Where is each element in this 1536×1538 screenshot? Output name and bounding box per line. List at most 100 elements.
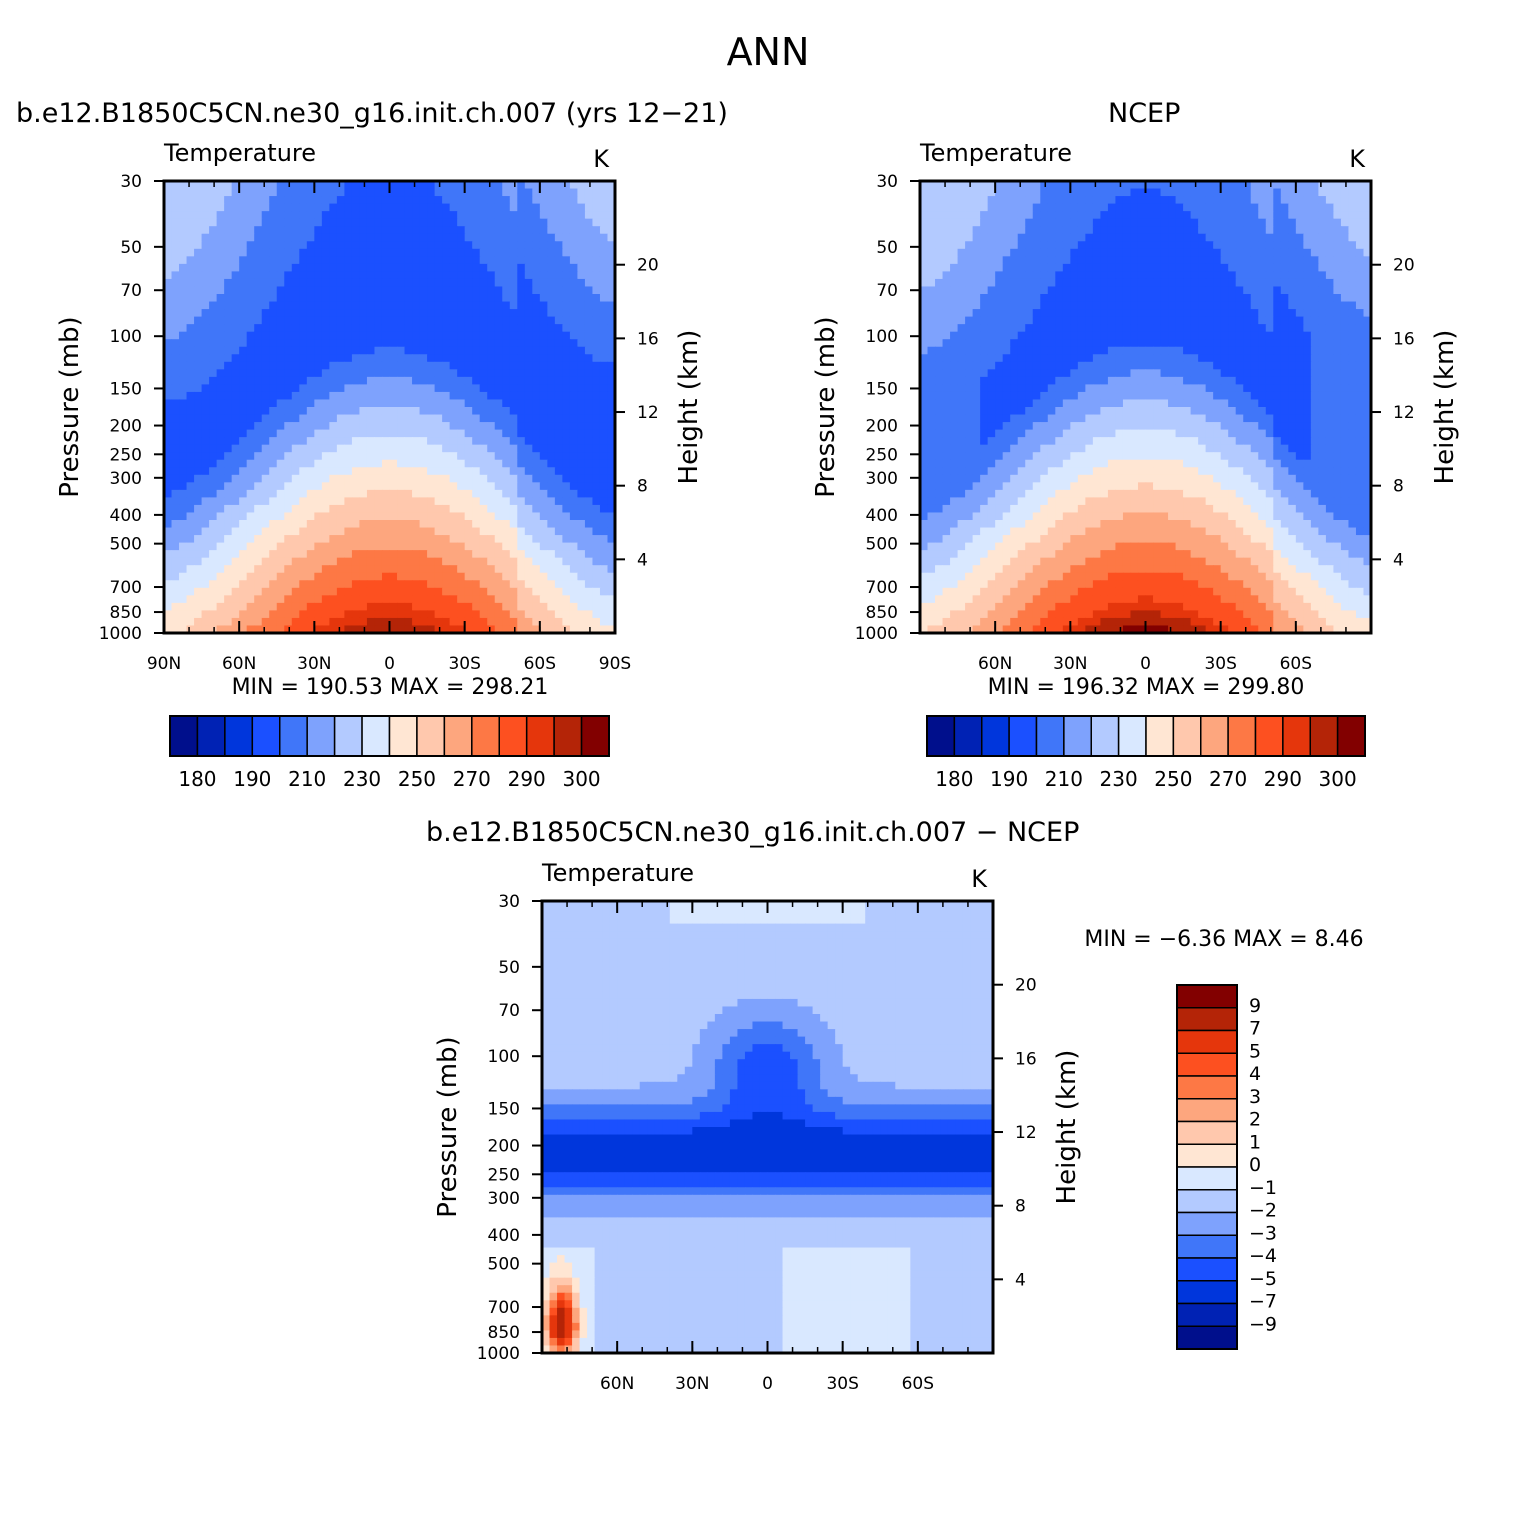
contour-cell xyxy=(1220,263,1229,272)
contour-cell xyxy=(449,369,458,378)
contour-cell xyxy=(254,211,263,220)
contour-cell xyxy=(1280,233,1289,242)
contour-cell xyxy=(1017,278,1026,288)
contour-cell xyxy=(607,527,616,536)
contour-cell xyxy=(239,520,248,529)
contour-cell xyxy=(344,346,353,355)
contour-cell xyxy=(532,512,541,521)
contour-cell xyxy=(171,512,180,521)
contour-cell xyxy=(344,512,353,521)
contour-cell xyxy=(239,625,248,634)
contour-cell xyxy=(464,294,473,303)
contour-cell xyxy=(291,271,300,280)
y-tick-label: 70 xyxy=(120,281,142,301)
contour-cell xyxy=(419,339,428,348)
contour-cell xyxy=(487,399,496,408)
contour-cell xyxy=(1047,181,1056,190)
contour-cell xyxy=(1168,324,1177,333)
contour-cell xyxy=(201,294,210,303)
contour-cell xyxy=(1205,331,1214,340)
contour-cell xyxy=(599,414,609,423)
contour-cell xyxy=(607,437,616,446)
contour-cell xyxy=(351,452,361,461)
contour-cell xyxy=(562,309,571,318)
contour-cell xyxy=(457,324,466,333)
contour-cell xyxy=(494,542,503,551)
contour-cell xyxy=(1070,294,1079,303)
contour-cell xyxy=(464,602,473,611)
contour-cell xyxy=(1235,218,1244,227)
contour-cell xyxy=(404,580,413,589)
contour-cell xyxy=(1235,309,1244,318)
contour-cell xyxy=(427,263,436,272)
contour-cell xyxy=(927,309,936,318)
contour-cell xyxy=(554,444,563,453)
contour-cell xyxy=(1258,226,1267,235)
contour-cell xyxy=(231,218,240,227)
contour-cell xyxy=(239,617,248,627)
contour-cell xyxy=(1062,278,1071,288)
contour-cell xyxy=(321,414,330,423)
contour-cell xyxy=(246,188,255,197)
contour-cell xyxy=(562,459,571,468)
contour-cell xyxy=(329,535,338,544)
contour-cell xyxy=(351,188,361,197)
contour-cell xyxy=(980,339,989,348)
contour-cell xyxy=(231,391,240,401)
contour-cell xyxy=(487,557,496,566)
contour-cell xyxy=(562,263,571,272)
contour-cell xyxy=(231,459,240,468)
contour-cell xyxy=(1100,294,1109,303)
contour-cell xyxy=(524,407,533,416)
contour-cell xyxy=(186,557,195,566)
contour-cell xyxy=(950,294,959,303)
contour-cell xyxy=(224,602,233,611)
contour-cell xyxy=(539,256,548,265)
contour-cell xyxy=(306,542,315,551)
contour-cell xyxy=(472,444,481,453)
contour-cell xyxy=(306,309,315,318)
contour-cell xyxy=(412,497,421,506)
contour-cell xyxy=(397,474,406,483)
contour-cell xyxy=(231,316,240,325)
contour-cell xyxy=(1047,309,1056,318)
contour-cell xyxy=(434,391,443,401)
contour-cell xyxy=(965,301,974,310)
contour-cell xyxy=(1213,278,1222,288)
contour-cell xyxy=(554,595,563,604)
contour-cell xyxy=(186,263,195,272)
contour-cell xyxy=(1340,256,1350,265)
contour-cell xyxy=(494,346,503,355)
contour-cell xyxy=(599,354,609,363)
contour-cell xyxy=(569,429,579,438)
contour-cell xyxy=(1183,188,1192,197)
contour-cell xyxy=(321,316,330,325)
contour-cell xyxy=(554,429,563,438)
contour-cell xyxy=(254,181,263,190)
contour-cell xyxy=(389,474,398,483)
contour-cell xyxy=(487,489,496,498)
contour-cell xyxy=(239,256,248,265)
contour-cell xyxy=(329,233,338,242)
contour-cell xyxy=(1310,324,1319,333)
contour-cell xyxy=(509,489,518,498)
contour-cell xyxy=(1130,218,1139,227)
contour-cell xyxy=(404,391,413,401)
contour-cell xyxy=(374,557,383,566)
contour-cell xyxy=(374,429,383,438)
contour-cell xyxy=(389,497,398,506)
contour-cell xyxy=(366,557,376,566)
contour-cell xyxy=(479,602,488,611)
contour-cell xyxy=(374,271,383,280)
contour-cell xyxy=(336,248,345,257)
contour-cell xyxy=(389,565,398,574)
contour-cell xyxy=(329,369,338,378)
contour-cell xyxy=(1115,263,1124,272)
contour-cell xyxy=(269,572,278,581)
contour-cell xyxy=(1115,256,1124,265)
contour-cell xyxy=(179,565,188,574)
contour-cell xyxy=(216,474,225,483)
contour-cell xyxy=(1235,331,1244,340)
contour-cell xyxy=(381,429,391,438)
contour-cell xyxy=(494,218,503,227)
